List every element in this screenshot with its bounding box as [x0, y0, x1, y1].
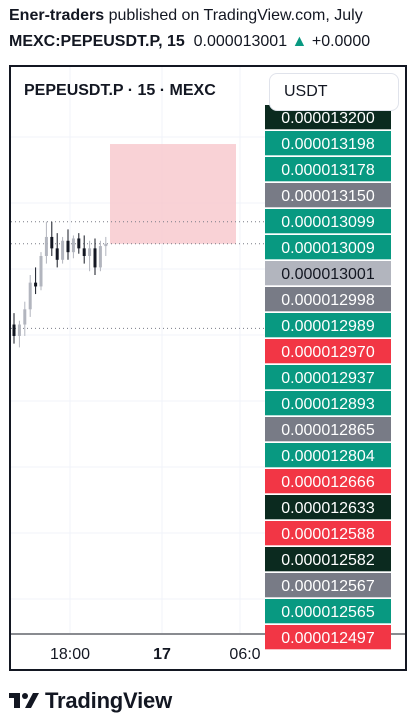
price-tag: [265, 131, 391, 156]
price-tag: [265, 313, 391, 338]
price-tag-label: 0.000013099: [281, 214, 375, 231]
candle-body: [82, 248, 86, 256]
price-tag-label: 0.000013001: [281, 266, 375, 283]
price-tag-label: 0.000012989: [281, 318, 375, 335]
chart-symbol-title: PEPEUSDT.P · 15 · MEXC: [24, 82, 216, 99]
price-tag: [265, 573, 391, 598]
price-tag: [265, 183, 391, 208]
tradingview-brand[interactable]: TradingView: [9, 688, 172, 714]
price-tag-label: 0.000013200: [281, 110, 375, 127]
price-tag-label: 0.000012567: [281, 578, 375, 595]
candles: [12, 221, 108, 348]
price-tag-label: 0.000013198: [281, 136, 375, 153]
price-tag-label: 0.000012666: [281, 474, 375, 491]
candle-body: [34, 282, 38, 287]
price-tag-label: 0.000013009: [281, 240, 375, 257]
price-tag-label: 0.000012998: [281, 292, 375, 309]
price-tag: [265, 469, 391, 494]
published-text: published on TradingView.com, July: [108, 7, 363, 24]
price-tag-label: 0.000012582: [281, 552, 375, 569]
price-tag: [265, 339, 391, 364]
candle-body: [77, 238, 81, 249]
candle-body: [50, 236, 54, 249]
candle-body: [28, 282, 32, 310]
time-tick-label: 17: [153, 646, 171, 663]
price-tag-label: 0.000012970: [281, 344, 375, 361]
price-tag-label: 0.000012893: [281, 396, 375, 413]
candle-body: [17, 324, 21, 336]
price-tag: [265, 599, 391, 624]
candle-body: [88, 248, 92, 256]
candle-body: [66, 240, 70, 253]
price-tag-label: 0.000012804: [281, 448, 375, 465]
currency-selector[interactable]: USDT: [269, 73, 399, 111]
symbol-label: MEXC:PEPEUSDT.P, 15: [9, 33, 185, 50]
price-tag: [265, 209, 391, 234]
candle-body: [71, 238, 75, 253]
symbol-line: MEXC:PEPEUSDT.P, 15 0.000013001 ▲ +0.000…: [9, 33, 370, 51]
price-tag: [265, 417, 391, 442]
price-scale: 0.000013200 0.000013198 0.000013178 0.00001…: [265, 105, 391, 650]
last-price: 0.000013001: [193, 33, 288, 50]
candle-body: [23, 309, 27, 325]
tradingview-logo-icon: [9, 693, 39, 708]
candle-body: [12, 324, 16, 336]
price-tag-label: 0.000013178: [281, 162, 375, 179]
time-tick-label: 18:00: [50, 646, 90, 663]
time-axis: 18:00 17 06:0: [50, 646, 261, 663]
candle-body: [104, 243, 108, 247]
candle-body: [39, 255, 43, 287]
price-tag: [265, 495, 391, 520]
price-tag: [265, 547, 391, 572]
candle-body: [55, 248, 59, 260]
brand-name: TradingView: [45, 688, 172, 713]
price-change: +0.0000: [311, 33, 371, 50]
candle-body: [98, 246, 102, 268]
stop-loss-zone: [110, 144, 236, 244]
price-tag: [265, 391, 391, 416]
candle-body: [61, 240, 65, 260]
price-tag-label: 0.000012588: [281, 526, 375, 543]
chart-frame[interactable]: 0.000013200 0.000013198 0.000013178 0.00001…: [9, 65, 407, 671]
price-tag-label: 0.000012565: [281, 604, 375, 621]
price-tag: [265, 287, 391, 312]
price-tag: [265, 235, 391, 260]
price-tag: [265, 157, 391, 182]
price-tag: [265, 261, 391, 286]
candle-body: [93, 248, 97, 268]
price-tag-label: 0.000012865: [281, 422, 375, 439]
price-tag: [265, 443, 391, 468]
price-tag-label: 0.000013150: [281, 188, 375, 205]
candle-body: [44, 236, 48, 256]
time-tick-label: 06:0: [229, 646, 260, 663]
price-tag: [265, 625, 391, 650]
price-chart[interactable]: 0.000013200 0.000013198 0.000013178 0.00001…: [11, 67, 405, 669]
price-tag-label: 0.000012633: [281, 500, 375, 517]
up-arrow-icon: ▲: [291, 33, 308, 50]
author-name[interactable]: Ener-traders: [9, 7, 105, 24]
price-tag-label: 0.000012497: [281, 630, 375, 647]
price-tag: [265, 365, 391, 390]
publish-line: Ener-traders published on TradingView.co…: [9, 7, 363, 25]
position-zones: [110, 144, 236, 244]
price-tag: [265, 521, 391, 546]
price-tag-label: 0.000012937: [281, 370, 375, 387]
